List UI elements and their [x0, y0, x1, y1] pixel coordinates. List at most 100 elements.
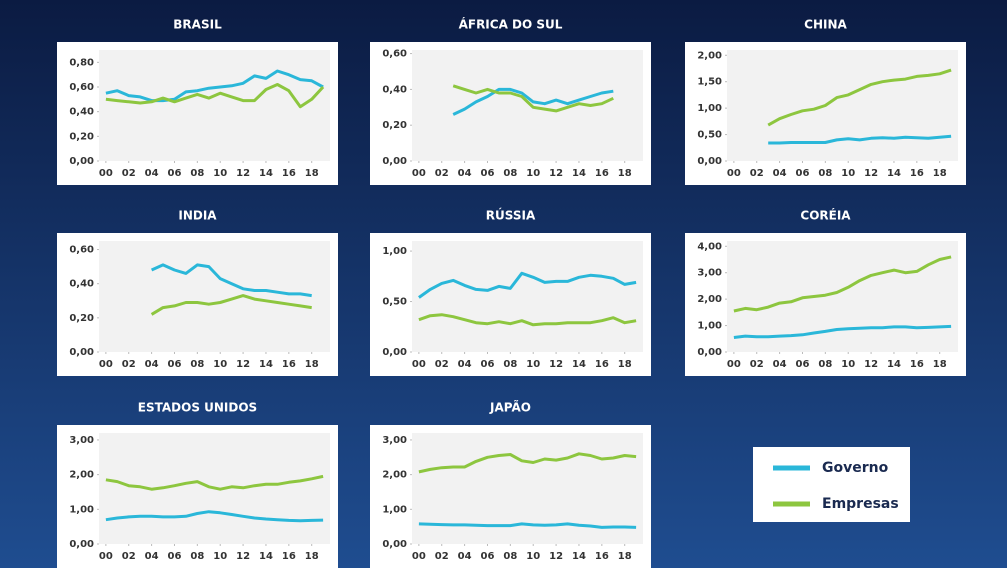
y-tick-label: 0,40: [69, 279, 94, 290]
y-tick-label: 1,00: [697, 103, 722, 114]
x-tick-label: 18: [933, 168, 947, 179]
x-tick-label: 14: [259, 551, 273, 562]
x-tick-label: 00: [99, 359, 113, 370]
y-tick-label: 1,50: [697, 77, 722, 88]
x-tick-label: 00: [99, 551, 113, 562]
x-tick-label: 08: [190, 551, 204, 562]
x-tick-label: 16: [282, 359, 296, 370]
y-tick-label: 0,00: [69, 539, 94, 550]
y-tick-label: 0,00: [697, 156, 722, 167]
x-tick-label: 14: [572, 359, 586, 370]
series-line: [105, 474, 324, 491]
y-tick-label: 0,60: [382, 49, 407, 60]
x-tick-label: 02: [435, 168, 449, 179]
series-line: [105, 69, 324, 103]
y-tick-label: 0,20: [69, 131, 94, 142]
chart-title: ÁFRICA DO SUL: [459, 17, 563, 32]
x-tick-label: 08: [503, 551, 517, 562]
x-tick-label: 16: [595, 168, 609, 179]
y-tick-label: 1,00: [382, 504, 407, 515]
y-tick-label: 1,00: [69, 504, 94, 515]
x-tick-label: 04: [145, 359, 159, 370]
y-tick-label: 0,00: [69, 347, 94, 358]
x-tick-label: 16: [282, 168, 296, 179]
legend-label: Empresas: [822, 496, 899, 512]
series-line: [150, 263, 312, 298]
y-tick-label: 0,60: [69, 245, 94, 256]
x-tick-label: 12: [864, 359, 878, 370]
x-tick-label: 12: [236, 359, 250, 370]
x-tick-label: 14: [887, 168, 901, 179]
x-tick-label: 02: [435, 359, 449, 370]
x-tick-label: 14: [572, 551, 586, 562]
x-tick-label: 14: [572, 168, 586, 179]
x-tick-label: 00: [412, 359, 426, 370]
y-tick-label: 0,20: [382, 120, 407, 131]
y-tick-label: 0,00: [382, 347, 407, 358]
legend-box: [753, 447, 910, 522]
y-tick-label: 1,00: [697, 321, 722, 332]
x-tick-label: 06: [481, 168, 495, 179]
chart-title: INDIA: [178, 209, 217, 223]
x-tick-label: 00: [727, 168, 741, 179]
series-line: [452, 84, 614, 113]
x-tick-label: 12: [549, 359, 563, 370]
x-tick-label: 00: [727, 359, 741, 370]
series-line: [418, 452, 637, 474]
plot-area: [412, 241, 643, 352]
x-tick-label: 00: [99, 168, 113, 179]
x-tick-label: 08: [190, 168, 204, 179]
chart-title: CORÉIA: [800, 208, 851, 223]
y-tick-label: 0,80: [69, 57, 94, 68]
series-line: [105, 510, 324, 523]
x-tick-label: 02: [122, 551, 136, 562]
y-tick-label: 2,00: [697, 294, 722, 305]
x-tick-label: 06: [168, 168, 182, 179]
x-tick-label: 18: [618, 359, 632, 370]
x-tick-label: 12: [236, 551, 250, 562]
x-tick-label: 08: [818, 359, 832, 370]
y-tick-label: 0,00: [382, 156, 407, 167]
x-tick-label: 10: [213, 168, 227, 179]
x-tick-label: 14: [259, 168, 273, 179]
plot-area: [727, 50, 958, 161]
x-tick-label: 16: [595, 551, 609, 562]
x-tick-label: 16: [595, 359, 609, 370]
chart-title: CHINA: [804, 18, 847, 32]
series-line: [418, 522, 637, 529]
x-tick-label: 18: [618, 168, 632, 179]
x-tick-label: 04: [458, 168, 472, 179]
x-tick-label: 12: [549, 551, 563, 562]
series-line: [768, 134, 952, 145]
x-tick-label: 10: [526, 359, 540, 370]
chart-title: BRASIL: [173, 18, 222, 32]
x-tick-label: 08: [190, 359, 204, 370]
x-tick-label: 10: [841, 168, 855, 179]
x-tick-label: 10: [213, 551, 227, 562]
x-tick-label: 10: [213, 359, 227, 370]
series-line: [418, 271, 637, 299]
plot-area: [412, 50, 643, 161]
x-tick-label: 10: [526, 168, 540, 179]
series-line: [418, 313, 637, 327]
x-tick-label: 14: [259, 359, 273, 370]
y-tick-label: 3,00: [69, 435, 94, 446]
x-tick-label: 02: [122, 168, 136, 179]
x-tick-label: 06: [168, 359, 182, 370]
x-tick-label: 04: [773, 168, 787, 179]
x-tick-label: 18: [305, 168, 319, 179]
x-tick-label: 10: [841, 359, 855, 370]
x-tick-label: 04: [145, 168, 159, 179]
series-line: [733, 255, 952, 313]
y-tick-label: 0,00: [697, 347, 722, 358]
x-tick-label: 00: [412, 168, 426, 179]
x-tick-label: 08: [503, 359, 517, 370]
chart-title: JAPÃO: [489, 400, 531, 415]
chart-title: RÚSSIA: [486, 208, 536, 223]
y-tick-label: 0,60: [69, 82, 94, 93]
plot-area: [727, 241, 958, 352]
x-tick-label: 16: [910, 359, 924, 370]
x-tick-label: 18: [933, 359, 947, 370]
y-tick-label: 0,40: [382, 84, 407, 95]
x-tick-label: 10: [526, 551, 540, 562]
